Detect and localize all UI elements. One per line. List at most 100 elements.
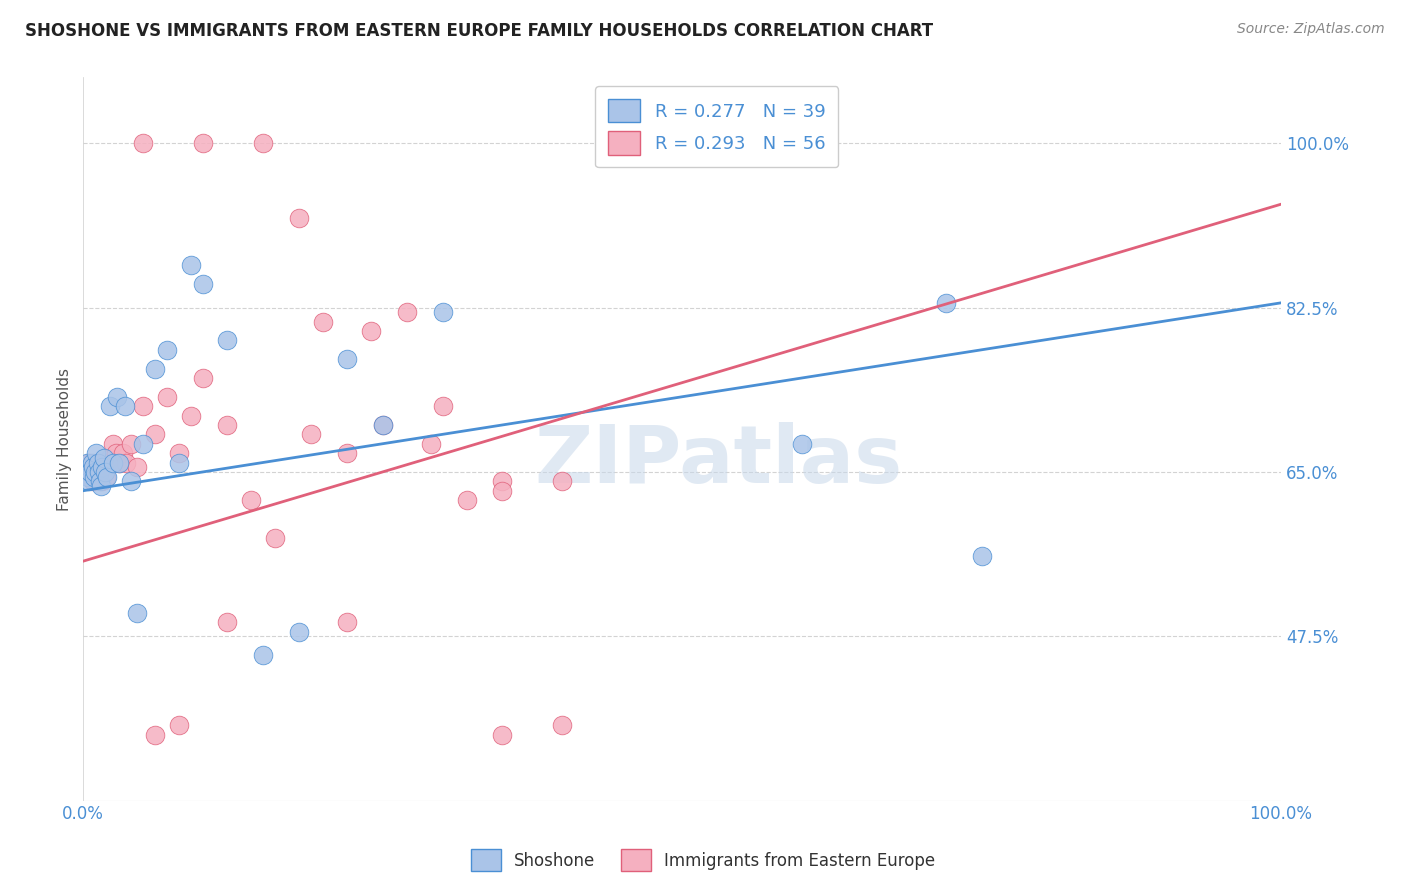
Point [180,409,202,423]
Point [120,475,142,489]
Point [432,399,454,413]
Point [94,465,117,479]
Point [127,460,149,475]
Point [103,436,125,450]
Point [191,371,214,385]
Point [551,718,574,732]
Point [127,606,149,620]
Point [167,718,190,732]
Point [312,315,335,329]
Point [80,456,103,470]
Legend: Shoshone, Immigrants from Eastern Europe: Shoshone, Immigrants from Eastern Europe [463,841,943,880]
Point [82,460,104,475]
Point [491,728,513,742]
Point [83,460,105,475]
Point [143,728,166,742]
Point [239,493,262,508]
Point [360,324,382,338]
Point [90,479,112,493]
Point [491,475,513,489]
Point [336,615,359,630]
Point [132,436,155,450]
Point [94,469,117,483]
Point [79,465,101,479]
Point [288,211,311,226]
Point [115,456,138,470]
Point [111,446,134,460]
Point [96,469,118,483]
Point [299,427,322,442]
Point [167,456,190,470]
Point [336,352,359,367]
Legend: R = 0.277   N = 39, R = 0.293   N = 56: R = 0.277 N = 39, R = 0.293 N = 56 [595,87,838,167]
Point [89,456,111,470]
Point [143,427,166,442]
Point [76,460,98,475]
Point [132,136,155,151]
Point [89,475,111,489]
Point [108,456,131,470]
Point [77,475,100,489]
Point [215,334,238,348]
Point [790,436,813,450]
Point [264,531,287,545]
Point [105,390,128,404]
Point [79,469,101,483]
Point [86,456,108,470]
Point [156,343,179,357]
Point [288,624,311,639]
Point [86,469,108,483]
Point [336,446,359,460]
Point [77,469,100,483]
Point [82,475,104,489]
Point [143,361,166,376]
Point [156,390,179,404]
Point [93,460,115,475]
Point [180,258,202,272]
Point [93,450,115,465]
Point [87,465,110,479]
Point [551,475,574,489]
Point [215,615,238,630]
Point [98,399,121,413]
Point [215,417,238,432]
Point [77,456,100,470]
Text: Source: ZipAtlas.com: Source: ZipAtlas.com [1237,22,1385,37]
Point [371,417,394,432]
Point [87,465,110,479]
Point [120,436,142,450]
Point [191,136,214,151]
Point [91,475,114,489]
Y-axis label: Family Households: Family Households [58,368,72,510]
Point [84,465,107,479]
Point [132,399,155,413]
Point [86,446,108,460]
Point [252,648,274,662]
Text: ZIPatlas: ZIPatlas [534,422,903,500]
Point [371,417,394,432]
Point [83,469,105,483]
Point [103,456,125,470]
Point [94,465,117,479]
Point [104,446,127,460]
Point [935,296,957,310]
Point [90,469,112,483]
Point [970,549,993,564]
Point [84,465,107,479]
Point [108,456,131,470]
Point [114,399,136,413]
Point [86,456,108,470]
Point [167,446,190,460]
Point [76,456,98,470]
Point [395,305,418,319]
Point [91,460,114,475]
Point [419,436,441,450]
Point [80,465,103,479]
Point [432,305,454,319]
Point [96,456,118,470]
Point [491,483,513,498]
Point [191,277,214,291]
Point [252,136,274,151]
Text: SHOSHONE VS IMMIGRANTS FROM EASTERN EUROPE FAMILY HOUSEHOLDS CORRELATION CHART: SHOSHONE VS IMMIGRANTS FROM EASTERN EURO… [25,22,934,40]
Point [98,450,121,465]
